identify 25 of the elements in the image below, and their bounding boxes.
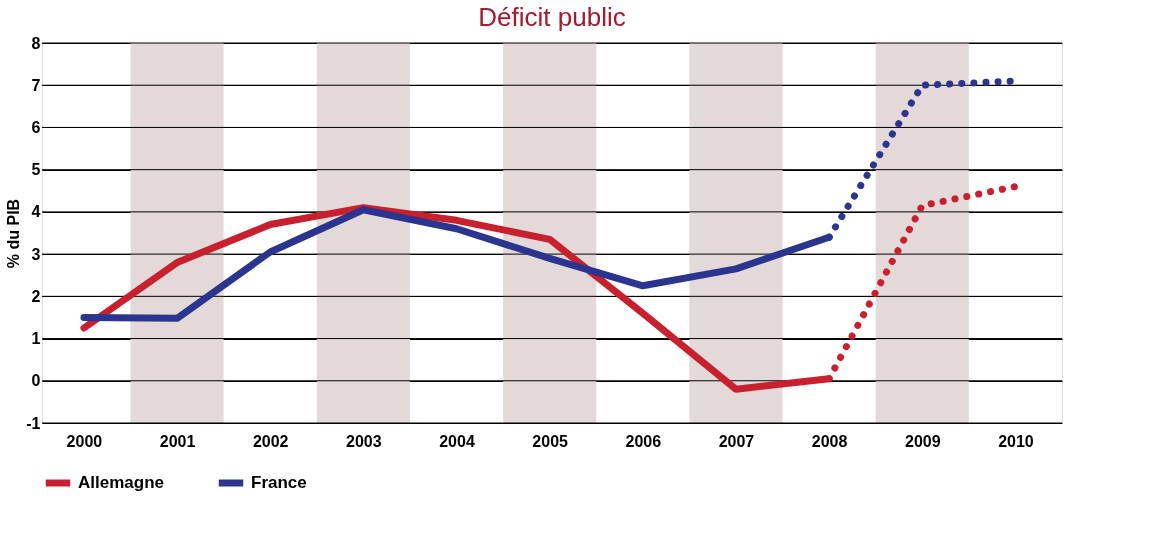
chart-title: Déficit public [478, 2, 626, 32]
y-axis-title: % du PIB [5, 198, 23, 269]
x-tick-label: 2006 [625, 432, 662, 450]
x-tick-label: 2005 [532, 432, 569, 450]
y-tick-label: -1 [26, 414, 41, 432]
y-tick-label: 3 [31, 245, 41, 263]
y-tick-label: 4 [31, 203, 41, 221]
y-tick-label: 8 [31, 34, 41, 52]
y-tick-label: 1 [31, 330, 41, 348]
x-tick-label: 2010 [998, 432, 1034, 450]
x-tick-label: 2001 [159, 432, 196, 450]
y-tick-label: 7 [31, 76, 41, 94]
x-tick-label: 2007 [718, 432, 755, 450]
y-tick-label: 0 [31, 372, 41, 390]
x-tick-label: 2000 [66, 432, 103, 450]
legend-label: Allemagne [78, 473, 164, 492]
y-tick-label: 5 [31, 161, 41, 179]
y-tick-label: 6 [31, 118, 41, 136]
x-tick-label: 2003 [346, 432, 382, 450]
legend-label: France [251, 473, 307, 492]
x-tick-label: 2009 [904, 432, 941, 450]
y-tick-label: 2 [31, 287, 41, 305]
x-tick-label: 2004 [439, 432, 475, 450]
x-tick-label: 2008 [811, 432, 848, 450]
x-tick-label: 2002 [252, 432, 289, 450]
